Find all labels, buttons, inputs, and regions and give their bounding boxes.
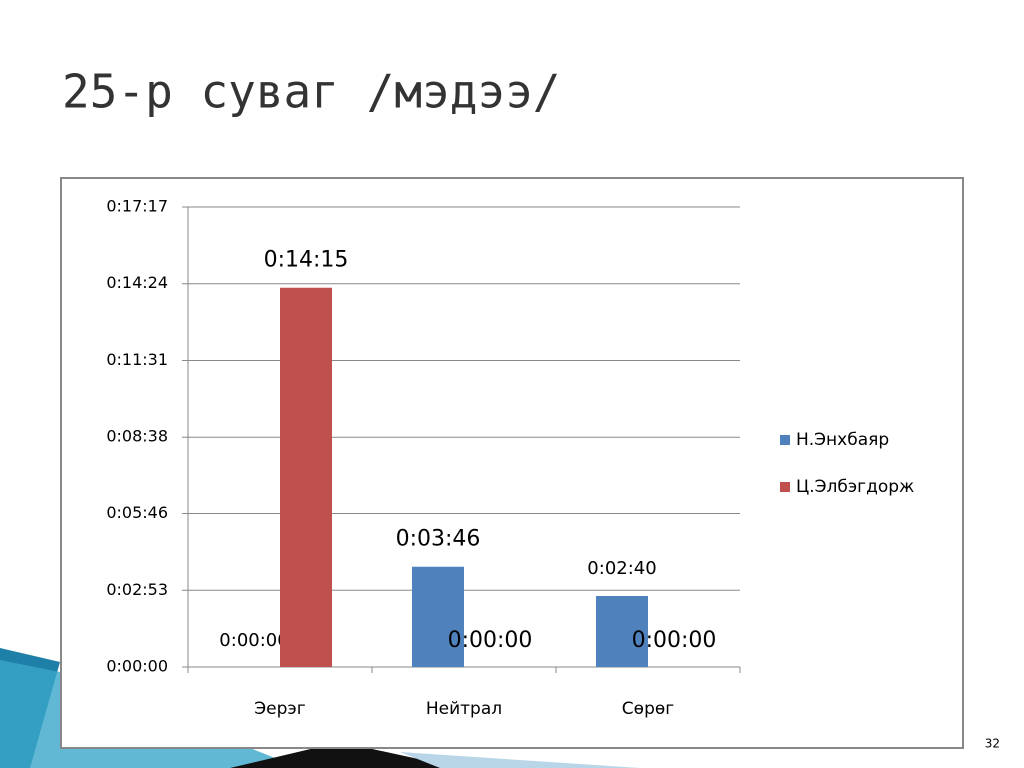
value-label: 0:00:00: [632, 628, 717, 653]
y-tick-label: 0:00:00: [106, 657, 168, 676]
decoration: [400, 752, 640, 768]
y-tick-label: 0:14:24: [106, 273, 168, 292]
y-tick-label: 0:05:46: [106, 503, 168, 522]
value-label: 0:00:00: [219, 630, 288, 651]
y-tick-label: 0:08:38: [106, 427, 168, 446]
y-tick-label: 0:11:31: [106, 350, 168, 369]
legend-swatch: [780, 482, 790, 492]
value-label: 0:14:15: [264, 248, 349, 273]
value-label: 0:02:40: [587, 558, 656, 579]
legend-label: Н.Энхбаяр: [796, 430, 889, 450]
bar: [412, 566, 464, 667]
value-label: 0:03:46: [396, 527, 481, 552]
y-tick-label: 0:02:53: [106, 580, 168, 599]
decoration: [230, 742, 460, 768]
bar: [280, 287, 332, 667]
legend-label: Ц.Элбэгдорж: [796, 477, 914, 497]
slide-number: 32: [985, 737, 1000, 751]
value-label: 0:00:00: [448, 628, 533, 653]
x-tick-label: Сөрөг: [622, 699, 674, 719]
x-tick-label: Эерэг: [254, 699, 305, 719]
x-tick-label: Нейтрал: [426, 699, 502, 719]
bar: [596, 596, 648, 667]
y-tick-label: 0:17:17: [106, 197, 168, 216]
chart-frame: [60, 177, 964, 749]
legend-swatch: [780, 435, 790, 445]
slide-title: 25-р суваг /мэдээ/: [62, 65, 561, 119]
